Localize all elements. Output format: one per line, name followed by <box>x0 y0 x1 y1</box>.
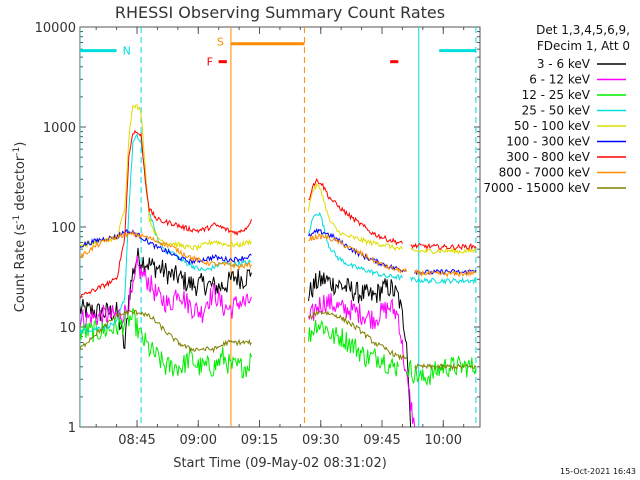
series-line-6-seg3 <box>410 242 477 251</box>
series-line-6-seg1 <box>80 129 252 299</box>
series-line-7-seg3 <box>414 268 476 278</box>
series-line-2-seg3 <box>406 355 477 387</box>
legend-label: 12 - 25 keV <box>522 88 591 102</box>
y-tick-label: 10 <box>59 321 76 336</box>
legend-label: 50 - 100 keV <box>514 119 591 133</box>
series-line-7-seg1 <box>80 230 252 271</box>
x-tick-label: 09:15 <box>241 433 278 448</box>
x-tick-label: 10:00 <box>425 433 462 448</box>
legend-label: 7000 - 15000 keV <box>483 181 590 195</box>
y-tick-label: 100 <box>51 221 76 236</box>
y-tick-label: 10000 <box>35 21 76 36</box>
legend-label: 800 - 7000 keV <box>499 166 591 180</box>
legend: Det 1,3,4,5,6,9, FDecim 1, Att 0 3 - 6 k… <box>483 23 630 195</box>
legend-label: 25 - 50 keV <box>522 104 591 118</box>
y-tick-label: 1000 <box>43 121 76 136</box>
y-tick-label: 1 <box>68 421 76 436</box>
series-line-4-seg2 <box>308 182 403 252</box>
x-tick-label: 09:30 <box>302 433 339 448</box>
series-line-7-seg2 <box>308 233 407 274</box>
legend-header-line2: FDecim 1, Att 0 <box>537 39 630 53</box>
series-line-2-seg2 <box>308 319 399 377</box>
series-line-1-seg2 <box>308 293 416 427</box>
series-line-1-seg1 <box>80 256 252 331</box>
series-line-4-seg3 <box>410 246 477 255</box>
series-line-3-seg2 <box>308 211 403 282</box>
series-line-8-seg3 <box>414 363 477 371</box>
series-line-6-seg2 <box>308 177 403 246</box>
legend-label: 3 - 6 keV <box>537 57 591 71</box>
series-line-8-seg1 <box>80 309 252 354</box>
series-line-3-seg3 <box>410 275 477 285</box>
series-line-4-seg1 <box>80 104 252 252</box>
f-flag-label: F <box>207 56 213 69</box>
chart-title: RHESSI Observing Summary Count Rates <box>115 3 445 22</box>
s-flag-label: S <box>217 36 224 49</box>
series-line-5-seg3 <box>414 268 477 276</box>
series-line-3-seg1 <box>80 133 252 335</box>
y-axis-title: Count Rate (s-1 detector-1) <box>12 142 28 313</box>
x-tick-label: 08:45 <box>118 433 155 448</box>
n-flag-label: N <box>123 45 131 58</box>
legend-label: 100 - 300 keV <box>506 135 590 149</box>
timestamp: 15-Oct-2021 16:43 <box>560 467 636 476</box>
legend-label: 300 - 800 keV <box>506 150 590 164</box>
plot-frame <box>79 26 481 428</box>
legend-label: 6 - 12 keV <box>529 73 591 87</box>
legend-header-line1: Det 1,3,4,5,6,9, <box>536 23 630 37</box>
series-line-5-seg1 <box>80 228 252 266</box>
x-tick-label: 09:00 <box>180 433 217 448</box>
series-line-0-seg2 <box>308 270 412 427</box>
series-line-8-seg2 <box>308 309 407 361</box>
x-axis-title: Start Time (09-May-02 08:31:02) <box>173 456 387 471</box>
x-tick-label: 09:45 <box>363 433 400 448</box>
